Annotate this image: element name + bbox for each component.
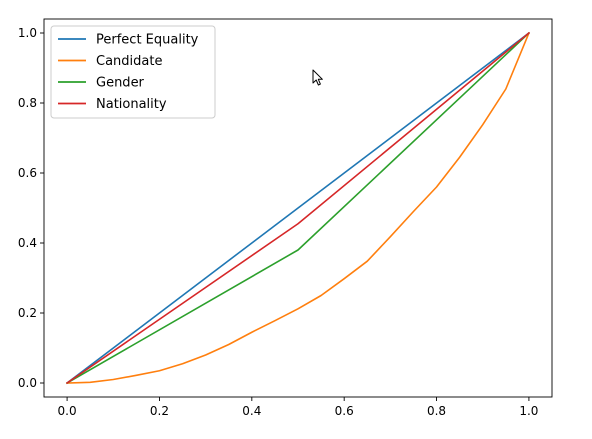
x-axis: 0.0 0.2 0.4 0.6 0.8 1.0 <box>58 397 538 418</box>
x-tick-label: 0.8 <box>427 404 446 418</box>
series-line-nationality <box>65 31 531 385</box>
series-line-gender <box>65 31 531 385</box>
x-tick-label: 0.6 <box>335 404 354 418</box>
mouse-pointer-icon <box>312 69 323 86</box>
y-tick-label: 0.0 <box>18 376 37 390</box>
y-axis: 0.0 0.2 0.4 0.6 0.8 1.0 <box>18 26 44 390</box>
y-tick-label: 0.4 <box>18 236 37 250</box>
y-tick-label: 0.6 <box>18 166 37 180</box>
series-layer <box>65 31 531 385</box>
legend-label: Gender <box>96 76 145 91</box>
x-tick-label: 0.0 <box>58 404 77 418</box>
series-line-candidate <box>66 31 530 384</box>
x-tick-label: 0.2 <box>150 404 169 418</box>
x-tick-label: 1.0 <box>519 404 538 418</box>
y-tick-label: 1.0 <box>18 26 37 40</box>
legend-box <box>50 25 216 119</box>
series-line-perfect-equality <box>65 31 531 385</box>
legend-label: Candidate <box>96 54 162 69</box>
y-tick-label: 0.2 <box>18 306 37 320</box>
y-tick-label: 0.8 <box>18 96 37 110</box>
legend-label: Perfect Equality <box>96 33 199 48</box>
x-tick-label: 0.4 <box>242 404 261 418</box>
legend: Perfect Equality Candidate Gender Nationali… <box>50 25 216 119</box>
legend-label: Nationality <box>96 97 167 112</box>
